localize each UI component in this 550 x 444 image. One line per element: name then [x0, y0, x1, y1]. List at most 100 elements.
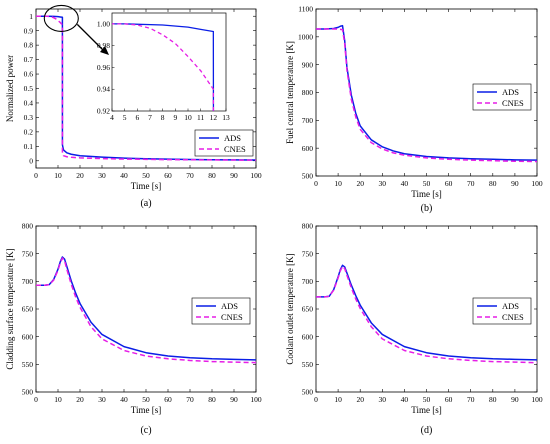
x-tick-label: 60: [164, 171, 172, 180]
x-tick-label: 30: [379, 395, 387, 404]
x-tick-label: 80: [208, 395, 216, 404]
inset-y-tick-label: 0.96: [97, 63, 110, 72]
x-axis-label: Time [s]: [411, 189, 441, 199]
x-tick-label: 10: [334, 395, 342, 404]
y-tick-label: 0.7: [24, 55, 34, 64]
y-tick-label: 0.3: [24, 113, 34, 122]
y-tick-label: 550: [22, 360, 34, 369]
inset-x-tick-label: 5: [123, 113, 127, 122]
legend-label-cnes: CNES: [221, 312, 243, 322]
y-tick-label: 500: [22, 388, 34, 397]
chart-1: 0 10 20 30 40 50 60 70 80 90 100 500 600 700 800 900 100…: [285, 5, 543, 214]
legend-label-ads: ADS: [221, 301, 238, 311]
series-line-cnes: [36, 15, 257, 161]
inset-x-tick-label: 11: [197, 113, 204, 122]
y-tick-label: 1000: [298, 32, 313, 41]
x-tick-label: 60: [445, 395, 453, 404]
y-tick-label: 750: [302, 249, 314, 258]
inset-x-tick-label: 6: [135, 113, 139, 122]
x-axis-label: Time [s]: [411, 405, 441, 415]
y-tick-label: 0.8: [24, 41, 34, 50]
x-tick-label: 80: [489, 395, 497, 404]
inset-y-tick-label: 0.92: [97, 107, 110, 116]
x-tick-label: 100: [250, 171, 262, 180]
legend-label-ads: ADS: [224, 133, 241, 143]
zoom-circle: [43, 4, 79, 32]
legend-box: [472, 83, 532, 111]
y-tick-label: 900: [302, 60, 314, 69]
series-line-cnes: [36, 257, 257, 364]
x-tick-label: 0: [314, 395, 318, 404]
y-tick-label: 1: [29, 12, 33, 21]
inset-x-tick-label: 4: [110, 113, 114, 122]
inset-y-tick-label: 0.98: [97, 41, 110, 50]
y-tick-label: 600: [302, 144, 314, 153]
x-tick-label: 60: [164, 395, 172, 404]
panel-caption: (c): [140, 425, 151, 436]
y-tick-label: 500: [302, 388, 314, 397]
legend-box: [191, 297, 251, 325]
inset-x-tick-label: 8: [161, 113, 165, 122]
x-tick-label: 20: [356, 179, 364, 188]
legend-label-ads: ADS: [502, 301, 519, 311]
x-tick-label: 0: [34, 171, 38, 180]
x-tick-label: 40: [120, 171, 128, 180]
series-line-cnes: [316, 265, 538, 364]
inset-frame: [111, 12, 227, 112]
x-tick-label: 0: [34, 395, 38, 404]
x-tick-label: 50: [423, 179, 431, 188]
zoom-arrowhead: [100, 46, 109, 55]
x-tick-label: 40: [401, 395, 409, 404]
x-tick-label: 80: [208, 171, 216, 180]
x-tick-label: 70: [467, 179, 475, 188]
series-line-ads: [316, 24, 538, 161]
legend-label-cnes: CNES: [502, 312, 524, 322]
x-tick-label: 10: [54, 171, 62, 180]
y-tick-label: 1100: [298, 5, 313, 14]
x-tick-label: 30: [379, 179, 387, 188]
inset-x-tick-label: 10: [184, 113, 192, 122]
y-tick-label: 600: [302, 332, 314, 341]
x-tick-label: 10: [334, 179, 342, 188]
x-tick-label: 20: [356, 395, 364, 404]
y-tick-label: 550: [302, 360, 314, 369]
x-tick-label: 0: [314, 179, 318, 188]
panel-caption: (b): [421, 203, 433, 214]
x-tick-label: 90: [230, 171, 238, 180]
inset-plot: 4 5 6 7 8 9 10 11 12 13 0.92 0.94 0.96 0.98 1.00: [97, 12, 230, 122]
inset-y-tick-label: 0.94: [97, 85, 110, 94]
x-tick-label: 20: [76, 171, 84, 180]
chart-0: 0 10 20 30 40 50 60 70 80 90 100 0 0.1 0.2 0.3 0.4 0.5 0.…: [5, 4, 262, 209]
y-tick-label: 0.1: [24, 142, 34, 151]
inset-x-tick-label: 9: [173, 113, 177, 122]
chart-3: 0 10 20 30 40 50 60 70 80 90 100 500 550 600 650 700 750…: [285, 222, 543, 436]
y-tick-label: 0.2: [24, 127, 34, 136]
x-axis-label: Time [s]: [131, 405, 161, 415]
y-axis-label: Coolant outlet temperature [K]: [285, 253, 295, 364]
y-tick-label: 800: [302, 222, 314, 231]
x-tick-label: 80: [489, 179, 497, 188]
legend-label-ads: ADS: [502, 87, 519, 97]
series-line-ads: [36, 15, 257, 161]
inset-y-tick-label: 1.00: [97, 19, 110, 28]
y-axis-label: Cladding surface temperature [K]: [5, 248, 15, 369]
y-tick-label: 700: [302, 116, 314, 125]
x-tick-label: 20: [76, 395, 84, 404]
inset-x-tick-label: 12: [210, 113, 218, 122]
x-tick-label: 90: [230, 395, 238, 404]
x-tick-label: 10: [54, 395, 62, 404]
panel-caption: (a): [140, 198, 151, 209]
inset-series-line-ads: [112, 23, 215, 111]
x-axis-label: Time [s]: [131, 181, 161, 191]
x-tick-label: 40: [120, 395, 128, 404]
x-tick-label: 70: [186, 171, 194, 180]
y-tick-label: 650: [22, 305, 34, 314]
y-tick-label: 600: [22, 332, 34, 341]
y-axis-label: Fuel central temperature [K]: [285, 41, 295, 144]
series-line-ads: [36, 256, 257, 361]
inset-x-tick-label: 13: [222, 113, 230, 122]
y-tick-label: 0.6: [24, 70, 34, 79]
